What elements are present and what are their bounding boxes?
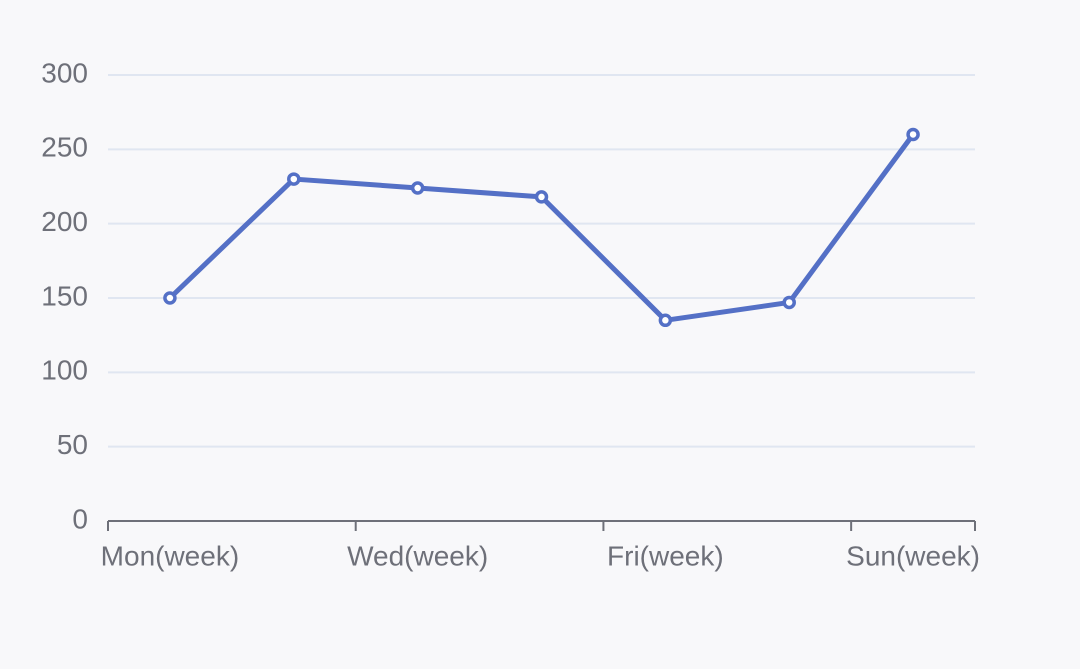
y-tick-label: 100 xyxy=(41,355,88,386)
y-tick-label: 0 xyxy=(72,503,88,534)
point xyxy=(782,295,796,310)
point xyxy=(410,181,425,195)
x-tick-label: Fri(week) xyxy=(607,540,724,571)
point xyxy=(287,172,301,186)
y-tick-label: 250 xyxy=(41,132,88,163)
point xyxy=(658,313,673,328)
x-tick-label: Wed(week) xyxy=(347,540,488,571)
y-tick-label: 150 xyxy=(41,280,88,311)
y-tick-label: 300 xyxy=(41,57,88,88)
x-tick-label: Sun(week) xyxy=(846,540,980,571)
point xyxy=(534,190,549,204)
x-tick-label: Mon(week) xyxy=(101,540,239,571)
point xyxy=(163,291,177,305)
point xyxy=(906,127,920,142)
y-tick-label: 200 xyxy=(41,206,88,237)
y-tick-label: 50 xyxy=(57,429,88,460)
